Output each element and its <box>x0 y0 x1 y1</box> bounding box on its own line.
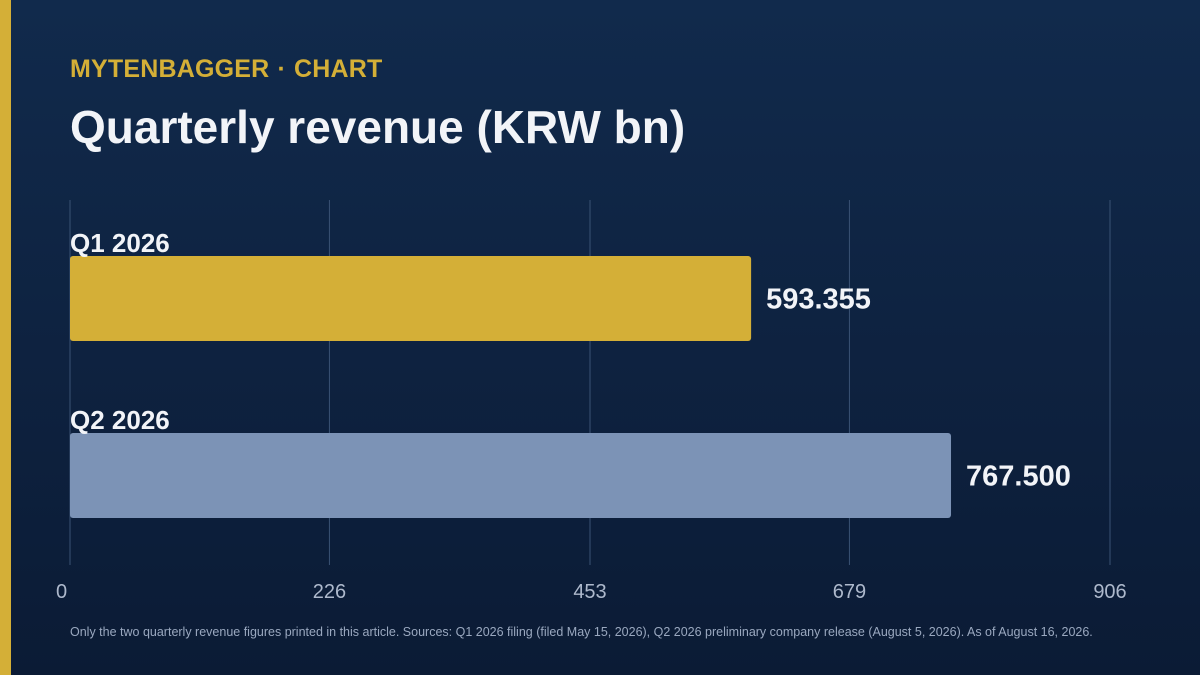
bar <box>70 433 952 518</box>
brand-separator: · <box>277 55 286 83</box>
bars <box>70 256 952 518</box>
accent-stripe <box>0 0 11 675</box>
bar-labels: Q1 2026 593.355 Q2 2026 767.500 <box>70 228 1071 493</box>
x-tick-label: 0 <box>56 581 67 603</box>
brand-section: CHART <box>293 55 383 83</box>
chart-title: Quarterly revenue (KRW bn) <box>70 101 686 153</box>
bar <box>70 256 752 341</box>
value-label: 593.355 <box>766 284 871 316</box>
category-label: Q2 2026 <box>70 405 170 435</box>
x-tick-label: 679 <box>833 581 866 603</box>
x-tick-label: 226 <box>313 581 346 603</box>
category-label: Q1 2026 <box>70 228 170 258</box>
footnote: Only the two quarterly revenue figures p… <box>70 625 1093 639</box>
x-tick-label: 453 <box>573 581 606 603</box>
x-tick-label: 906 <box>1093 581 1126 603</box>
brand-name: MYTENBAGGER <box>70 55 270 83</box>
x-axis-ticks: 0 226 453 679 906 <box>56 581 1127 603</box>
brand-label: MYTENBAGGER · CHART <box>70 55 382 84</box>
value-label: 767.500 <box>966 461 1071 493</box>
